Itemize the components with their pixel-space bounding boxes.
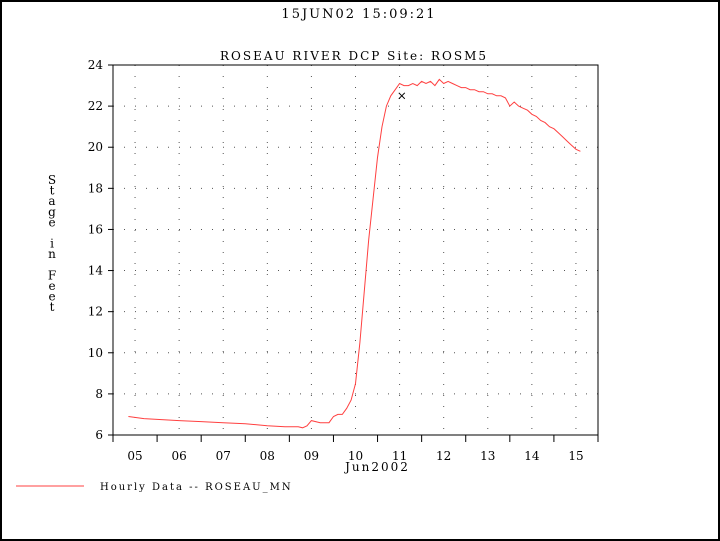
chart-title: ROSEAU RIVER DCP Site: ROSM5: [220, 49, 488, 63]
x-tick-label: 09: [304, 449, 319, 463]
y-tick-label: 20: [88, 140, 103, 154]
x-tick-label: 11: [392, 449, 407, 463]
y-axis: 6 8 10 12 14 16 18 20 22 24: [88, 58, 113, 442]
y-axis-label-letter: e: [48, 279, 55, 293]
y-axis-label-letter: t: [50, 184, 55, 198]
y-tick-label: 14: [88, 264, 104, 278]
y-axis-label-letter: g: [48, 205, 56, 219]
y-axis-label-letter: n: [48, 247, 56, 261]
x-tick-label: 12: [436, 449, 451, 463]
legend: Hourly Data -- ROSEAU_MN: [16, 482, 293, 493]
marker-stroke: [398, 92, 406, 100]
y-tick-label: 10: [88, 346, 103, 360]
grid-lines: [113, 65, 598, 435]
y-tick-label: 12: [88, 305, 103, 319]
y-tick-label: 24: [88, 58, 104, 72]
x-tick-label: 07: [216, 449, 231, 463]
y-tick-label: 18: [88, 181, 103, 195]
x-tick-label: 05: [127, 449, 142, 463]
x-tick-label: 14: [524, 449, 540, 463]
x-tick-label: 10: [348, 449, 363, 463]
x-axis: 05 06 07 08 09 10 11 12 13 14 15: [112, 435, 599, 463]
y-tick-label: 6: [95, 428, 103, 442]
x-tick-label: 15: [568, 449, 583, 463]
y-axis-label-letter: e: [48, 290, 55, 304]
y-tick-label: 16: [88, 222, 103, 236]
timestamp-header: 15JUN02 15:09:21: [281, 7, 436, 22]
x-tick-label: 13: [480, 449, 495, 463]
y-tick-label: 22: [88, 99, 103, 113]
y-tick-label: 8: [95, 387, 103, 401]
x-tick-label: 08: [260, 449, 275, 463]
y-axis-label-letter: a: [48, 194, 55, 208]
x-tick-label: 06: [171, 449, 186, 463]
legend-entry-hourly-data: Hourly Data -- ROSEAU_MN: [100, 482, 293, 493]
y-axis-label-letter: S: [48, 173, 56, 187]
data-marker: [398, 92, 406, 100]
plot-area: [112, 64, 599, 436]
y-axis-label-letter: i: [50, 237, 54, 251]
y-axis-label-letter: e: [48, 215, 55, 229]
series-line-hourly-data: [128, 78, 581, 429]
y-axis-label-letter: t: [50, 300, 55, 314]
y-axis-label-letter: F: [48, 268, 56, 282]
x-axis-label: Jun2002: [343, 460, 410, 474]
